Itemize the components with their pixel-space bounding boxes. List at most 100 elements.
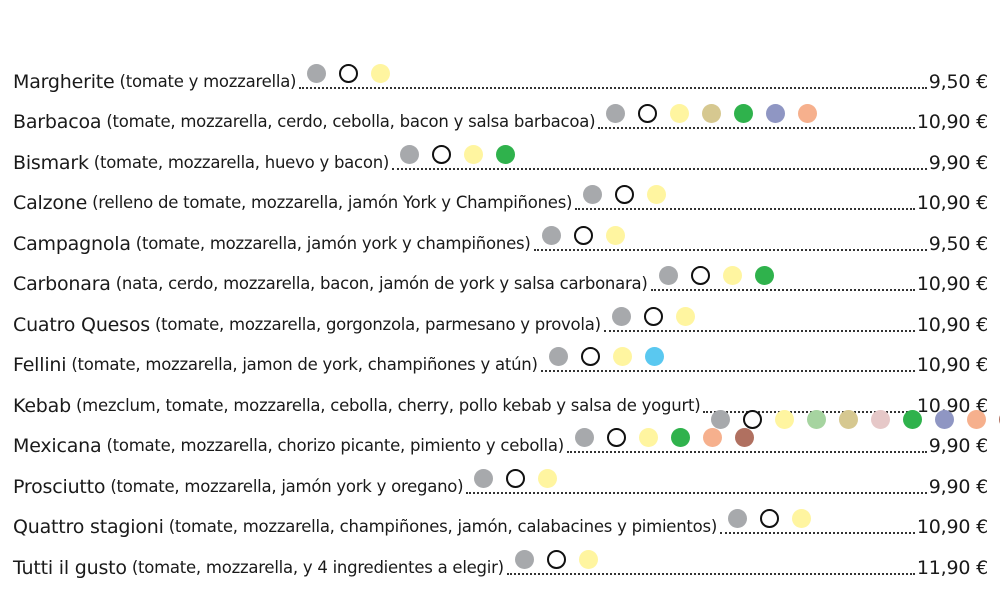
cheese-dot-icon bbox=[371, 64, 391, 83]
tomato-dot-icon bbox=[728, 509, 748, 528]
tomato-dot-icon bbox=[541, 226, 561, 245]
menu-row: Campagnola (tomate, mozzarella, jamón yor… bbox=[13, 226, 988, 255]
ingredient-icons bbox=[728, 509, 812, 528]
pizza-name: Campagnola bbox=[13, 233, 131, 255]
pizza-name: Cuatro Quesos bbox=[13, 314, 150, 336]
dot-leader bbox=[466, 469, 927, 494]
green-dot-icon bbox=[496, 145, 516, 164]
dot-leader bbox=[720, 509, 915, 534]
purple-dot-icon bbox=[935, 410, 955, 429]
cheese-dot-icon bbox=[638, 428, 658, 447]
tomato-dot-icon bbox=[583, 185, 603, 204]
pizza-name: Prosciutto bbox=[13, 476, 106, 498]
mozzarella-ring-icon bbox=[506, 469, 526, 488]
mozzarella-ring-icon bbox=[643, 307, 663, 326]
cheese-dot-icon bbox=[775, 410, 795, 429]
pizza-description: (tomate, mozzarella, champiñones, jamón,… bbox=[168, 517, 718, 536]
tomato-dot-icon bbox=[548, 347, 568, 366]
pizza-description: (relleno de tomate, mozzarella, jamón Yo… bbox=[92, 193, 573, 212]
menu-row: Tutti il gusto (tomate, mozzarella, y 4 i… bbox=[13, 550, 988, 579]
tomato-dot-icon bbox=[400, 145, 420, 164]
pizza-price: 9,50 € bbox=[928, 71, 988, 93]
cheese-dot-icon bbox=[647, 185, 667, 204]
tomato-dot-icon bbox=[307, 64, 327, 83]
dot-leader bbox=[299, 64, 927, 89]
pizza-description: (tomate, mozzarella, chorizo picante, pi… bbox=[106, 436, 564, 455]
cheese-dot-icon bbox=[722, 266, 742, 285]
pizza-price: 9,90 € bbox=[928, 476, 988, 498]
dot-leader bbox=[392, 145, 927, 170]
pizza-name: Bismark bbox=[13, 152, 89, 174]
pizza-description: (tomate, mozzarella, jamon de york, cham… bbox=[71, 355, 538, 374]
tomato-dot-icon bbox=[606, 104, 626, 123]
menu-row: Quattro stagioni (tomate, mozzarella, cha… bbox=[13, 509, 988, 538]
cheese-dot-icon bbox=[675, 307, 695, 326]
mozzarella-ring-icon bbox=[546, 550, 566, 569]
cheese-dot-icon bbox=[792, 509, 812, 528]
tomato-dot-icon bbox=[574, 428, 594, 447]
pizza-price: 10,90 € bbox=[916, 314, 988, 336]
ingredient-icons bbox=[574, 428, 754, 447]
menu-row: Calzone (relleno de tomate, mozzarella, j… bbox=[13, 185, 988, 214]
pizza-name: Fellini bbox=[13, 354, 67, 376]
pizza-description: (tomate, mozzarella, cerdo, cebolla, bac… bbox=[106, 112, 596, 131]
light-green-dot-icon bbox=[807, 410, 827, 429]
cheese-dot-icon bbox=[670, 104, 690, 123]
dot-leader bbox=[598, 104, 915, 129]
pizza-price: 10,90 € bbox=[916, 192, 988, 214]
pizza-name: Quattro stagioni bbox=[13, 516, 164, 538]
mozzarella-ring-icon bbox=[573, 226, 593, 245]
salmon-dot-icon bbox=[798, 104, 818, 123]
menu-row: Kebab (mezclum, tomate, mozzarella, cebol… bbox=[13, 391, 1000, 429]
menu-row: Margherite (tomate y mozzarella) 9,50 € bbox=[13, 64, 988, 93]
pizza-price: 10,90 € bbox=[916, 516, 988, 538]
tomato-dot-icon bbox=[711, 410, 731, 429]
menu-row: Prosciutto (tomate, mozzarella, jamón yor… bbox=[13, 469, 988, 498]
menu-row: Carbonara (nata, cerdo, mozzarella, bacon… bbox=[13, 266, 988, 295]
tomato-dot-icon bbox=[514, 550, 534, 569]
cheese-dot-icon bbox=[605, 226, 625, 245]
pizza-name: Kebab bbox=[13, 395, 71, 417]
ingredient-icons bbox=[583, 185, 667, 204]
pizza-name: Mexicana bbox=[13, 435, 102, 457]
dot-leader bbox=[540, 347, 915, 372]
ingredient-icons bbox=[307, 64, 391, 83]
tomato-dot-icon bbox=[611, 307, 631, 326]
tomato-dot-icon bbox=[658, 266, 678, 285]
ingredient-icons bbox=[514, 550, 598, 569]
green-dot-icon bbox=[670, 428, 690, 447]
cheese-dot-icon bbox=[538, 469, 558, 488]
ingredient-icons bbox=[541, 226, 625, 245]
pizza-description: (tomate, mozzarella, jamón york y oregan… bbox=[110, 477, 464, 496]
pizza-description: (tomate, mozzarella, y 4 ingredientes a … bbox=[131, 558, 504, 577]
mozzarella-ring-icon bbox=[743, 410, 763, 429]
mozzarella-ring-icon bbox=[339, 64, 359, 83]
pizza-name: Barbacoa bbox=[13, 111, 102, 133]
ingredient-icons bbox=[548, 347, 664, 366]
mozzarella-ring-icon bbox=[690, 266, 710, 285]
green-dot-icon bbox=[734, 104, 754, 123]
pizza-price: 11,90 € bbox=[916, 557, 988, 579]
dot-leader bbox=[575, 185, 915, 210]
pizza-name: Tutti il gusto bbox=[13, 557, 127, 579]
pizza-description: (tomate, mozzarella, huevo y bacon) bbox=[93, 153, 390, 172]
pizza-price: 9,90 € bbox=[928, 435, 988, 457]
green-dot-icon bbox=[903, 410, 923, 429]
pizza-name: Carbonara bbox=[13, 273, 111, 295]
mushroom-dot-icon bbox=[702, 104, 722, 123]
dot-leader bbox=[650, 266, 915, 291]
tomato-dot-icon bbox=[474, 469, 494, 488]
green-dot-icon bbox=[754, 266, 774, 285]
purple-dot-icon bbox=[766, 104, 786, 123]
cheese-dot-icon bbox=[612, 347, 632, 366]
mozzarella-ring-icon bbox=[432, 145, 452, 164]
mozzarella-ring-icon bbox=[615, 185, 635, 204]
dot-leader bbox=[566, 428, 927, 453]
ingredient-icons bbox=[658, 266, 774, 285]
dot-leader bbox=[703, 407, 1000, 429]
pizza-description: (tomate, mozzarella, gorgonzola, parmesa… bbox=[154, 315, 601, 334]
pizza-price: 10,90 € bbox=[916, 354, 988, 376]
mozzarella-ring-icon bbox=[638, 104, 658, 123]
ingredient-icons bbox=[611, 307, 695, 326]
